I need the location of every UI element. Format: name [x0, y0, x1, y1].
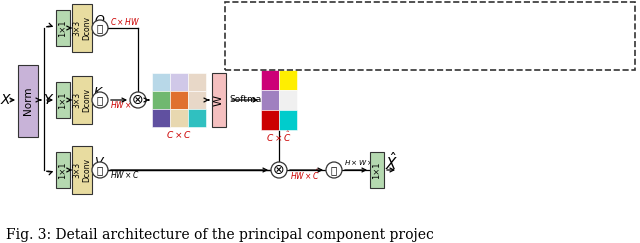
Text: Ⓡ: Ⓡ [97, 165, 103, 175]
Bar [188, 73, 206, 91]
Bar [72, 76, 92, 124]
Text: Attention Map: Attention Map [282, 61, 346, 70]
Text: $C\times HW$: $C\times HW$ [110, 17, 140, 27]
Text: 1×1 Convolution: 1×1 Convolution [262, 33, 350, 43]
Text: 3×3
Dconv: 3×3 Dconv [72, 88, 92, 112]
Text: 1×1: 1×1 [372, 161, 381, 179]
Text: ⊗: ⊗ [432, 52, 442, 64]
Bar [212, 73, 226, 127]
Bar [370, 152, 384, 188]
Circle shape [130, 92, 146, 108]
Text: 3×3
Dconv: 3×3 Dconv [72, 16, 92, 40]
Bar [56, 82, 70, 118]
Text: Depth-wise Convolution: Depth-wise Convolution [262, 53, 387, 63]
Text: $HW\times C$: $HW\times C$ [110, 99, 140, 111]
Text: Channel selection: Channel selection [454, 13, 547, 23]
Bar [152, 91, 170, 109]
Text: Ⓡ: Ⓡ [97, 23, 103, 33]
Bar [425, 10, 449, 26]
Text: $H\times W\times\hat{C}$: $H\times W\times\hat{C}$ [344, 156, 381, 168]
Circle shape [92, 162, 108, 178]
Bar [261, 110, 279, 130]
Text: 1×1: 1×1 [58, 19, 67, 37]
Text: W: W [433, 14, 442, 23]
Bar [279, 70, 297, 90]
Bar [170, 73, 188, 91]
Bar [279, 90, 297, 110]
Text: $C\times C$: $C\times C$ [166, 129, 192, 139]
Text: Fig. 3: Detail architecture of the principal component projec: Fig. 3: Detail architecture of the princ… [6, 228, 434, 242]
Text: ⊗: ⊗ [132, 93, 144, 107]
Bar [170, 91, 188, 109]
Bar [56, 10, 70, 46]
Bar [261, 70, 279, 90]
Text: Norm: Norm [23, 87, 33, 115]
Text: Ⓡ: Ⓡ [433, 32, 441, 44]
Text: W: W [214, 95, 224, 105]
Text: Layer Normalization: Layer Normalization [262, 13, 367, 23]
Bar [72, 146, 92, 194]
Circle shape [271, 162, 287, 178]
Bar [152, 109, 170, 127]
Text: Y: Y [43, 93, 51, 107]
Bar [56, 152, 70, 188]
Text: Ⓡ: Ⓡ [331, 165, 337, 175]
Text: 3×3
Dconv: 3×3 Dconv [233, 48, 257, 68]
Text: Norm: Norm [235, 14, 255, 23]
Text: $C\times\hat{C}$: $C\times\hat{C}$ [266, 130, 292, 144]
Bar [72, 4, 92, 52]
Text: Softmax: Softmax [229, 95, 267, 104]
Text: $HW\times C$: $HW\times C$ [110, 170, 140, 181]
Bar [233, 50, 257, 66]
Text: 1×1: 1×1 [58, 91, 67, 109]
Text: X: X [0, 93, 10, 107]
Text: ⊗: ⊗ [273, 163, 285, 177]
Circle shape [92, 20, 108, 36]
Text: K: K [94, 86, 102, 98]
Bar [170, 109, 188, 127]
Bar [279, 110, 297, 130]
Text: $\hat{X}$: $\hat{X}$ [385, 151, 399, 173]
Bar [233, 30, 257, 46]
Text: 1×1: 1×1 [237, 34, 253, 43]
Bar [188, 109, 206, 127]
Bar [225, 2, 635, 70]
Text: 3×3
Dconv: 3×3 Dconv [72, 158, 92, 182]
Text: $HW\times\hat{C}$: $HW\times\hat{C}$ [290, 168, 320, 182]
Bar [18, 65, 38, 137]
Text: Reshape: Reshape [454, 33, 499, 43]
Text: 1×1: 1×1 [58, 161, 67, 179]
Bar [261, 90, 279, 110]
Text: Matrix Multiplication: Matrix Multiplication [454, 53, 561, 63]
Bar [233, 10, 257, 26]
Text: Q: Q [94, 14, 104, 26]
Bar [188, 91, 206, 109]
Text: Ⓡ: Ⓡ [97, 95, 103, 105]
Bar [152, 73, 170, 91]
Circle shape [326, 162, 342, 178]
Circle shape [92, 92, 108, 108]
Text: V: V [94, 156, 102, 168]
